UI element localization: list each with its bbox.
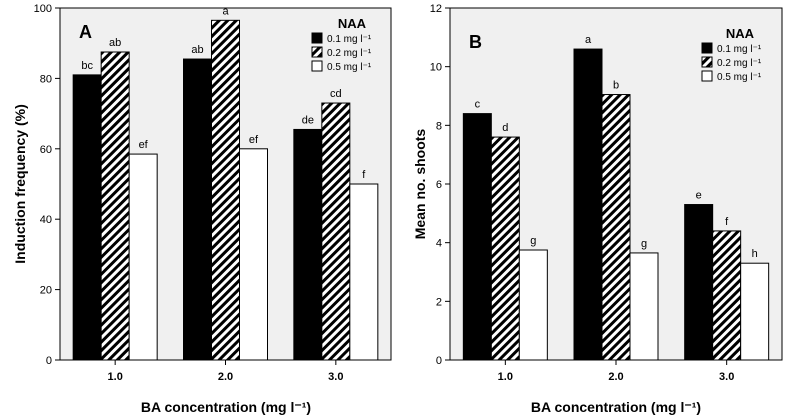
bar-letter-label: cd: [330, 88, 342, 100]
legend-swatch: [701, 42, 713, 54]
y-tick-label: 60: [40, 144, 52, 156]
bar: [183, 58, 212, 361]
panel-letter: A: [79, 22, 92, 42]
y-tick-label: 0: [46, 355, 52, 367]
legend-entry: 0.1 mg l⁻¹: [717, 44, 762, 55]
bar-letter-label: g: [641, 238, 647, 250]
bar: [72, 74, 102, 361]
y-tick-label: 8: [436, 120, 442, 132]
legend-entry: 0.2 mg l⁻¹: [717, 58, 762, 69]
bar: [100, 51, 130, 361]
bar-letter-label: g: [530, 235, 536, 247]
y-tick-label: 40: [40, 214, 52, 226]
bar-letter-label: d: [502, 122, 508, 134]
bar-letter-label: de: [302, 114, 314, 126]
bar-letter-label: c: [475, 99, 481, 111]
bar: [321, 102, 351, 361]
bar: [712, 230, 742, 361]
y-tick-label: 100: [34, 3, 52, 15]
panel-letter: B: [469, 32, 482, 52]
bar-letter-label: f: [725, 216, 729, 228]
y-tick-label: 12: [430, 3, 442, 15]
bar: [462, 113, 492, 361]
legend-swatch: [701, 56, 713, 68]
y-tick-label: 6: [436, 179, 442, 191]
panel-b: B 0 2 4 6 8 10 12 c d g 1.0 a b g 2.0 e f h 3.0 BA concentra…: [412, 3, 783, 415]
y-tick-label: 2: [436, 296, 442, 308]
y-axis-title: Mean no. shoots: [412, 129, 428, 240]
bar-letter-label: a: [585, 34, 592, 46]
y-tick-label: 10: [430, 62, 442, 74]
x-tick-label: 2.0: [608, 371, 623, 383]
legend: NAA 0.1 mg l⁻¹ 0.2 mg l⁻¹ 0.5 mg l⁻¹: [701, 26, 762, 83]
y-tick-label: 20: [40, 285, 52, 297]
bar-letter-label: e: [696, 190, 702, 202]
legend-entry: 0.2 mg l⁻¹: [327, 48, 372, 59]
legend-swatch: [311, 32, 323, 44]
x-tick-label: 3.0: [719, 371, 734, 383]
legend: NAA 0.1 mg l⁻¹ 0.2 mg l⁻¹ 0.5 mg l⁻¹: [311, 16, 372, 73]
bar: [601, 94, 631, 361]
bar-letter-label: ab: [109, 37, 121, 49]
bar-letter-label: f: [362, 169, 366, 181]
bar: [239, 148, 268, 361]
legend-entry: 0.5 mg l⁻¹: [327, 62, 372, 73]
bar-letter-label: a: [222, 5, 229, 17]
bar-letter-label: h: [752, 248, 758, 260]
legend-swatch: [701, 70, 713, 82]
bar-letter-label: ab: [191, 44, 203, 56]
bar: [573, 48, 603, 361]
bar: [518, 249, 548, 361]
bar: [128, 153, 158, 361]
y-tick-label: 4: [436, 238, 442, 250]
panel-a: A 0 20 40 60 80 100 bc ab ef 1.0 ab a ef 2.0 de cd f 3.0 BA…: [12, 3, 392, 415]
bar-letter-label: ef: [139, 139, 149, 151]
y-axis-title: Induction frequency (%): [12, 104, 28, 263]
y-tick-label: 80: [40, 73, 52, 85]
bar: [629, 252, 659, 361]
legend-title: NAA: [338, 16, 367, 31]
legend-entry: 0.1 mg l⁻¹: [327, 34, 372, 45]
x-tick-label: 2.0: [218, 371, 233, 383]
x-tick-label: 1.0: [498, 371, 513, 383]
bar: [211, 19, 240, 361]
legend-swatch: [311, 46, 323, 58]
x-tick-label: 3.0: [328, 371, 343, 383]
bar-letter-label: bc: [81, 60, 93, 72]
chart-panels: A020406080100bcabef1.0abaef2.0decdf3.0BA…: [12, 3, 783, 415]
x-axis-title: BA concentration (mg l⁻¹): [141, 399, 311, 415]
bar: [293, 128, 323, 361]
legend-entry: 0.5 mg l⁻¹: [717, 72, 762, 83]
bar: [684, 204, 714, 361]
legend-swatch: [311, 60, 323, 72]
x-axis-title: BA concentration (mg l⁻¹): [531, 399, 701, 415]
bar: [740, 262, 770, 361]
bar-letter-label: b: [613, 80, 619, 92]
bar: [349, 183, 379, 361]
x-tick-label: 1.0: [108, 371, 123, 383]
bar-letter-label: ef: [249, 134, 259, 146]
y-tick-label: 0: [436, 355, 442, 367]
legend-title: NAA: [726, 26, 755, 41]
bar: [490, 136, 520, 361]
